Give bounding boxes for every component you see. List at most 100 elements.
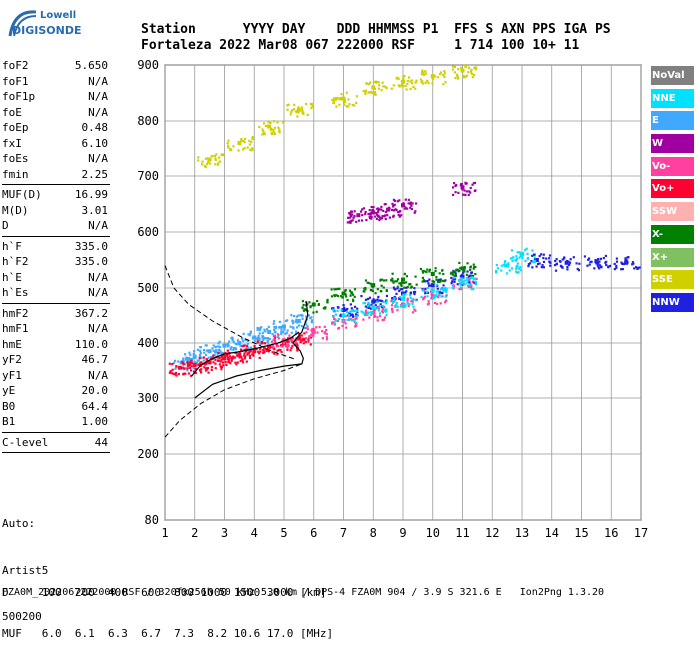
point-pixel [495, 271, 498, 274]
point-pixel [472, 287, 475, 291]
point-pixel [195, 361, 198, 364]
point-pixel [457, 270, 460, 273]
param-row: D N/A [2, 218, 112, 234]
point-pixel [433, 301, 437, 305]
param-value: 335.0 [74, 239, 108, 253]
point-pixel [348, 212, 351, 215]
point-pixel [187, 372, 190, 375]
point-pixel [368, 303, 371, 306]
point-pixel [554, 259, 557, 263]
point-pixel [409, 206, 412, 209]
data-point [286, 102, 314, 118]
point-pixel [244, 338, 247, 341]
point-pixel [380, 284, 383, 287]
point-pixel [392, 286, 396, 289]
point-pixel [369, 282, 372, 285]
point-pixel [286, 341, 289, 344]
point-pixel [598, 260, 601, 263]
point-pixel [303, 308, 307, 311]
point-pixel [345, 295, 348, 298]
point-pixel [392, 204, 395, 207]
point-pixel [472, 267, 475, 270]
point-pixel [455, 268, 458, 271]
point-pixel [377, 81, 380, 84]
point-pixel [595, 262, 598, 265]
point-pixel [347, 105, 350, 108]
param-key: h`F2 [2, 255, 29, 268]
param-key: yF1 [2, 368, 22, 382]
point-pixel [366, 297, 370, 301]
param-value: N/A [88, 270, 108, 284]
point-pixel [325, 338, 329, 341]
point-pixel [341, 324, 344, 327]
point-pixel [459, 282, 462, 285]
point-pixel [268, 337, 271, 341]
point-pixel [398, 215, 401, 218]
point-pixel [468, 281, 471, 284]
point-pixel [472, 263, 475, 266]
point-pixel [317, 303, 321, 306]
point-pixel [376, 316, 379, 319]
point-pixel [427, 282, 430, 285]
point-pixel [411, 302, 414, 305]
param-key: fxI [2, 136, 22, 150]
point-pixel [355, 101, 358, 105]
point-pixel [462, 271, 465, 274]
point-pixel [343, 306, 346, 309]
point-pixel [262, 131, 265, 134]
point-pixel [496, 267, 499, 270]
point-pixel [442, 287, 445, 290]
point-pixel [227, 144, 230, 147]
point-pixel [461, 277, 464, 280]
point-pixel [452, 278, 456, 281]
point-pixel [286, 108, 289, 111]
point-pixel [360, 294, 363, 298]
x-tick-label: 7 [340, 526, 347, 540]
point-pixel [303, 332, 306, 335]
point-pixel [332, 307, 335, 310]
point-pixel [333, 322, 336, 325]
param-separator [2, 302, 110, 304]
point-pixel [181, 361, 184, 364]
point-pixel [243, 137, 247, 141]
point-pixel [369, 313, 373, 316]
point-pixel [307, 338, 310, 341]
point-pixel [346, 307, 349, 311]
y-tick-label: 400 [137, 336, 159, 350]
point-pixel [391, 308, 394, 311]
point-pixel [216, 359, 220, 362]
point-pixel [426, 286, 429, 290]
point-pixel [206, 366, 210, 370]
point-core [371, 305, 376, 310]
param-row: fmin 2.25 [2, 167, 112, 183]
point-pixel [339, 96, 343, 100]
point-pixel [577, 269, 581, 272]
point-pixel [242, 332, 245, 335]
point-pixel [385, 294, 389, 298]
point-pixel [308, 335, 311, 338]
point-pixel [350, 310, 353, 313]
legend-item-vo: Vo- [651, 156, 694, 176]
point-pixel [549, 264, 552, 267]
point-pixel [533, 253, 536, 256]
point-pixel [346, 318, 349, 321]
point-pixel [173, 359, 177, 362]
point-pixel [568, 263, 571, 266]
point-pixel [339, 98, 342, 101]
point-pixel [539, 253, 543, 256]
point-pixel [637, 267, 640, 270]
point-core [386, 207, 391, 212]
point-pixel [375, 212, 378, 215]
point-pixel [289, 113, 292, 116]
point-pixel [201, 160, 204, 163]
point-pixel [397, 77, 400, 80]
point-pixel [441, 269, 444, 272]
point-pixel [291, 319, 294, 322]
param-row: B0 64.4 [2, 399, 112, 415]
point-pixel [258, 352, 261, 355]
point-pixel [360, 310, 363, 313]
point-pixel [361, 208, 364, 211]
point-pixel [393, 203, 396, 206]
point-pixel [194, 371, 197, 375]
point-pixel [301, 314, 304, 317]
